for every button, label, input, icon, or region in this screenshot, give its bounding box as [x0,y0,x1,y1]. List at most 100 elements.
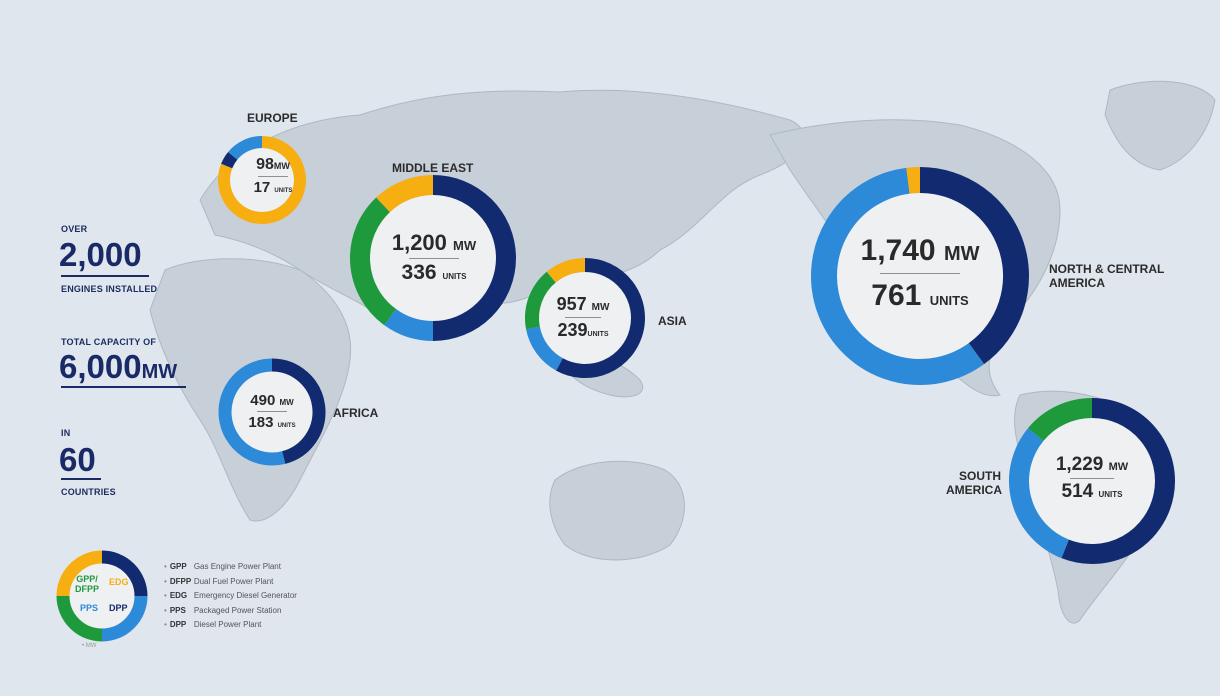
region-name-north-central-america: NORTH & CENTRAL AMERICA [1049,262,1164,290]
capacity-prefix: TOTAL CAPACITY OF [61,337,157,347]
countries-value: 60 [59,441,96,478]
middle-east-units-line: 336 UNITS [374,261,494,285]
europe-separator [258,176,288,177]
sa-mw: 1,229 [1055,454,1104,475]
nca-units-line: 761 UNITS [850,279,990,313]
legend-label-pps: PPS [80,603,99,613]
europe-mw-line: 98MW [228,156,318,174]
region-name-middle-east: MIDDLE EAST [392,161,474,175]
north-central-america-donut-center [837,193,1003,359]
asia-units-label: UNITS [587,331,609,338]
legend-code: EDG [169,591,188,600]
europe-units-label: UNITS [274,188,293,194]
countries-prefix: IN [61,428,71,438]
legend-code: DPP [169,620,187,629]
africa-donut-center [231,371,313,453]
capacity-unit: MW [141,361,178,383]
europe-units: 17 [253,179,271,196]
asia-units-line: 239UNITS [538,320,628,341]
africa-mw-line: 490 MW [230,392,314,409]
south-america-segment-gpp_dfpp [1028,398,1093,442]
south-america-segment-pps [1009,428,1070,559]
countries-caption: COUNTRIES [61,487,116,497]
africa-segment-dpp [271,358,326,464]
middle-east-mw-unit: MW [453,238,477,253]
middle-east-segment-edg [376,175,434,213]
legend-label-gpp: GPP/ [76,574,98,584]
region-name-line2: AMERICA [946,483,1002,497]
nca-units: 761 [871,279,922,312]
europe-donut-center [230,148,294,212]
legend-donut-center [69,563,135,629]
legend-desc: Packaged Power Station [193,605,282,615]
africa-mw-unit: MW [279,398,294,407]
africa-separator [257,411,287,412]
legend-item: • DFPP Dual Fuel Power Plant [164,575,297,590]
legend-segment-dpp [101,550,148,597]
middle-east-segment-pps [384,308,434,341]
asia-mw-unit: MW [591,302,610,313]
middle-east-mw-line: 1,200 MW [374,230,494,256]
countries-rule [61,478,101,480]
legend-segment-edg [56,550,103,597]
legend-code: DFPP [169,576,192,586]
legend-desc: Dual Fuel Power Plant [193,576,274,586]
asia-center-text: 957 MW 239UNITS [538,294,628,341]
region-name-africa: AFRICA [333,406,379,420]
engines-rule [61,275,149,277]
south-america-center-text: 1,229 MW 514 UNITS [1040,454,1144,503]
legend-item: • DPP Diesel Power Plant [164,618,297,633]
legend-segment-gpp_dfpp [56,595,103,642]
middle-east-segment-gpp_dfpp [350,197,397,326]
europe-segment-edg [218,136,306,224]
legend-desc: Gas Engine Power Plant [193,562,281,571]
nca-separator [880,273,960,274]
south-america-segment-dpp [1061,398,1175,564]
sa-separator [1070,478,1114,479]
legend-code: GPP [169,562,187,571]
legend-code: PPS [169,605,186,615]
legend-list: • GPP Gas Engine Power Plant • DFPP Dual Fue… [164,560,297,633]
europe-mw-unit: MW [273,161,290,171]
middle-east-segment-dpp [432,175,516,341]
legend-segment-pps [101,595,148,642]
region-name-europe: EUROPE [247,111,298,125]
middle-east-center-text: 1,200 MW 336 UNITS [374,230,494,285]
europe-mw: 98 [256,156,274,173]
greenland-landmass [1104,80,1216,171]
middle-east-units: 336 [401,261,437,284]
nca-mw: 1,740 [860,234,936,267]
legend-item: • GPP Gas Engine Power Plant [164,560,297,575]
capacity-value: 6,000 [59,348,142,385]
europe-center-text: 98MW 17 UNITS [228,156,318,196]
region-name-line1: NORTH & CENTRAL [1049,262,1165,276]
north-central-america-segment-pps [811,167,985,385]
sa-mw-unit: MW [1108,461,1129,473]
legend-desc: Emergency Diesel Generator [193,591,297,600]
north-central-america-segment-dpp [919,167,1029,365]
africa-units-line: 183 UNITS [230,414,314,431]
legend-item: • EDG Emergency Diesel Generator [164,589,297,604]
middle-east-units-label: UNITS [442,272,467,281]
asia-segment-gpp_dfpp [525,271,556,330]
asia-donut-center [539,272,631,364]
region-name-line1: SOUTH [959,469,1001,483]
australia-landmass [549,460,685,561]
asia-units: 239 [557,320,588,340]
africa-units: 183 [248,414,274,431]
africa-center-text: 490 MW 183 UNITS [230,392,314,431]
asia-mw: 957 [556,294,587,314]
sa-mw-line: 1,229 MW [1040,454,1144,476]
nca-mw-unit: MW [943,243,980,265]
sa-units: 514 [1061,481,1094,502]
europe-segment-pps [228,136,263,160]
legend-footnote: • MW [82,643,97,649]
europe-units-line: 17 UNITS [228,179,318,196]
middle-east-separator [409,258,459,259]
engines-caption: ENGINES INSTALLED [61,284,158,294]
south-america-donut-center [1029,418,1155,544]
capacity-value-block: 6,000MW [59,350,177,383]
africa-units-label: UNITS [277,423,296,429]
asia-segment-pps [526,326,564,371]
nca-mw-line: 1,740 MW [850,234,990,268]
